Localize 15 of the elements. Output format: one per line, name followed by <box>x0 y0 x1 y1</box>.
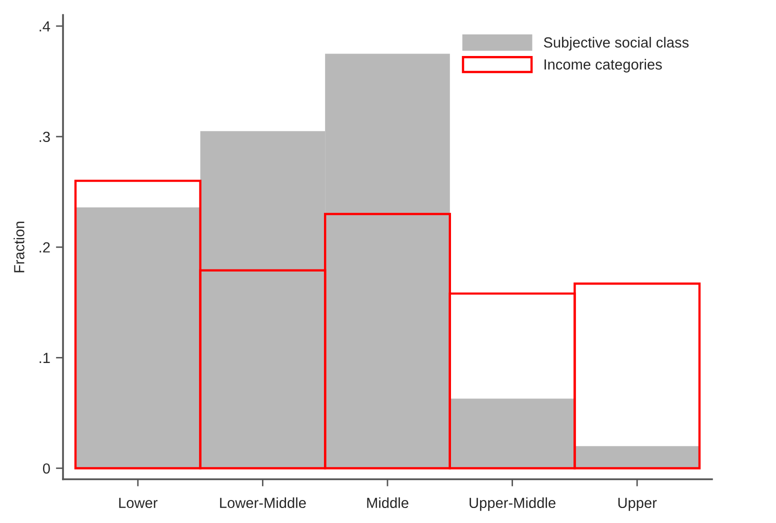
y-tick-label: 0 <box>42 463 50 474</box>
x-tick-label: Middle <box>367 497 408 508</box>
x-tick-label: Lower <box>119 498 158 508</box>
y-tick-label: .1 <box>40 352 50 363</box>
y-tick-label: .2 <box>40 242 50 252</box>
x-tick-label: Lower-Middle <box>220 497 306 508</box>
legend-label: Income categories <box>544 58 662 73</box>
legend-label: Subjective social class <box>544 36 689 51</box>
x-tick-label: Upper-Middle <box>470 497 556 511</box>
y-tick-label: .4 <box>40 21 50 32</box>
x-tick-label: Upper <box>618 498 657 511</box>
bar <box>574 446 700 468</box>
y-tick-label: .3 <box>40 132 50 142</box>
y-axis-title: Fraction <box>14 222 24 272</box>
bar <box>450 398 575 468</box>
